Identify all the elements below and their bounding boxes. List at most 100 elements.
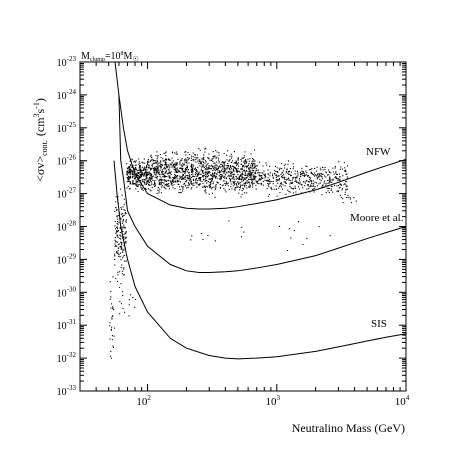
scatter-point — [159, 175, 161, 177]
scatter-point — [208, 158, 210, 160]
scatter-point — [212, 157, 214, 159]
scatter-point — [310, 185, 312, 187]
scatter-point — [214, 170, 216, 172]
scatter-point — [205, 174, 207, 176]
scatter-point — [206, 175, 208, 177]
scatter-point — [244, 183, 246, 185]
scatter-point — [241, 168, 243, 170]
scatter-point — [145, 182, 147, 184]
scatter-point — [237, 174, 239, 176]
scatter-point — [114, 264, 116, 266]
scatter-point — [133, 174, 135, 176]
scatter-point — [173, 164, 175, 166]
scatter-point — [241, 190, 243, 192]
scatter-point — [225, 165, 227, 167]
scatter-point — [346, 188, 348, 190]
scatter-point — [349, 198, 351, 200]
scatter-point — [130, 171, 132, 173]
scatter-point — [234, 162, 236, 164]
scatter-point — [278, 175, 280, 177]
scatter-point — [298, 178, 300, 180]
scatter-point — [212, 155, 214, 157]
scatter-point — [248, 174, 250, 176]
scatter-point — [182, 167, 184, 169]
scatter-point — [166, 164, 168, 166]
scatter-point — [154, 172, 156, 174]
scatter-point — [221, 175, 223, 177]
scatter-point — [335, 172, 337, 174]
scatter-point — [160, 181, 162, 183]
scatter-point — [122, 219, 124, 221]
scatter-point — [120, 235, 122, 237]
scatter-point — [172, 177, 174, 179]
scatter-point — [179, 192, 181, 194]
scatter-point — [126, 168, 128, 170]
scatter-point — [130, 176, 132, 178]
scatter-point — [244, 171, 246, 173]
scatter-point — [211, 180, 213, 182]
scatter-point — [127, 172, 129, 174]
scatter-point — [347, 194, 349, 196]
scatter-point — [265, 162, 267, 164]
scatter-point — [296, 175, 298, 177]
scatter-point — [160, 161, 162, 163]
scatter-point — [150, 168, 152, 170]
scatter-point — [279, 192, 281, 194]
scatter-point — [138, 161, 140, 163]
scatter-point — [148, 178, 150, 180]
scatter-point — [185, 175, 187, 177]
scatter-point — [138, 172, 140, 174]
scatter-point — [316, 182, 318, 184]
scatter-point — [252, 167, 254, 169]
scatter-point — [327, 190, 329, 192]
scatter-point — [301, 170, 303, 172]
scatter-point — [328, 182, 330, 184]
scatter-point — [316, 170, 318, 172]
scatter-point — [254, 178, 256, 180]
scatter-point — [320, 180, 322, 182]
scatter-point — [188, 184, 190, 186]
scatter-point — [260, 184, 262, 186]
scatter-point — [211, 179, 213, 181]
scatter-point — [249, 174, 251, 176]
scatter-point — [189, 176, 191, 178]
scatter-point — [186, 179, 188, 181]
scatter-point — [181, 159, 183, 161]
scatter-point — [237, 162, 239, 164]
scatter-point — [303, 173, 305, 175]
scatter-point — [222, 165, 224, 167]
scatter-point — [120, 245, 122, 247]
scatter-point — [244, 174, 246, 176]
scatter-point — [124, 232, 126, 234]
scatter-point — [264, 173, 266, 175]
scatter-point — [321, 186, 323, 188]
scatter-point — [216, 181, 218, 183]
scatter-point — [192, 164, 194, 166]
scatter-point — [229, 172, 231, 174]
scatter-point — [168, 186, 170, 188]
scatter-point — [320, 173, 322, 175]
scatter-point — [203, 173, 205, 175]
scatter-point — [292, 177, 294, 179]
scatter-point — [210, 181, 212, 183]
scatter-point — [321, 173, 323, 175]
scatter-point — [268, 180, 270, 182]
scatter-point — [202, 163, 204, 165]
scatter-point — [212, 172, 214, 174]
scatter-point — [304, 175, 306, 177]
scatter-point — [217, 182, 219, 184]
scatter-point — [196, 183, 198, 185]
scatter-point — [249, 184, 251, 186]
scatter-point — [235, 178, 237, 180]
scatter-point — [272, 181, 274, 183]
scatter-point — [224, 167, 226, 169]
scatter-point — [192, 156, 194, 158]
scatter-point — [180, 176, 182, 178]
scatter-point — [332, 178, 334, 180]
scatter-point — [243, 183, 245, 185]
scatter-point — [246, 175, 248, 177]
scatter-point — [267, 182, 269, 184]
scatter-point — [125, 232, 127, 234]
scatter-point — [228, 160, 230, 162]
scatter-point — [190, 182, 192, 184]
